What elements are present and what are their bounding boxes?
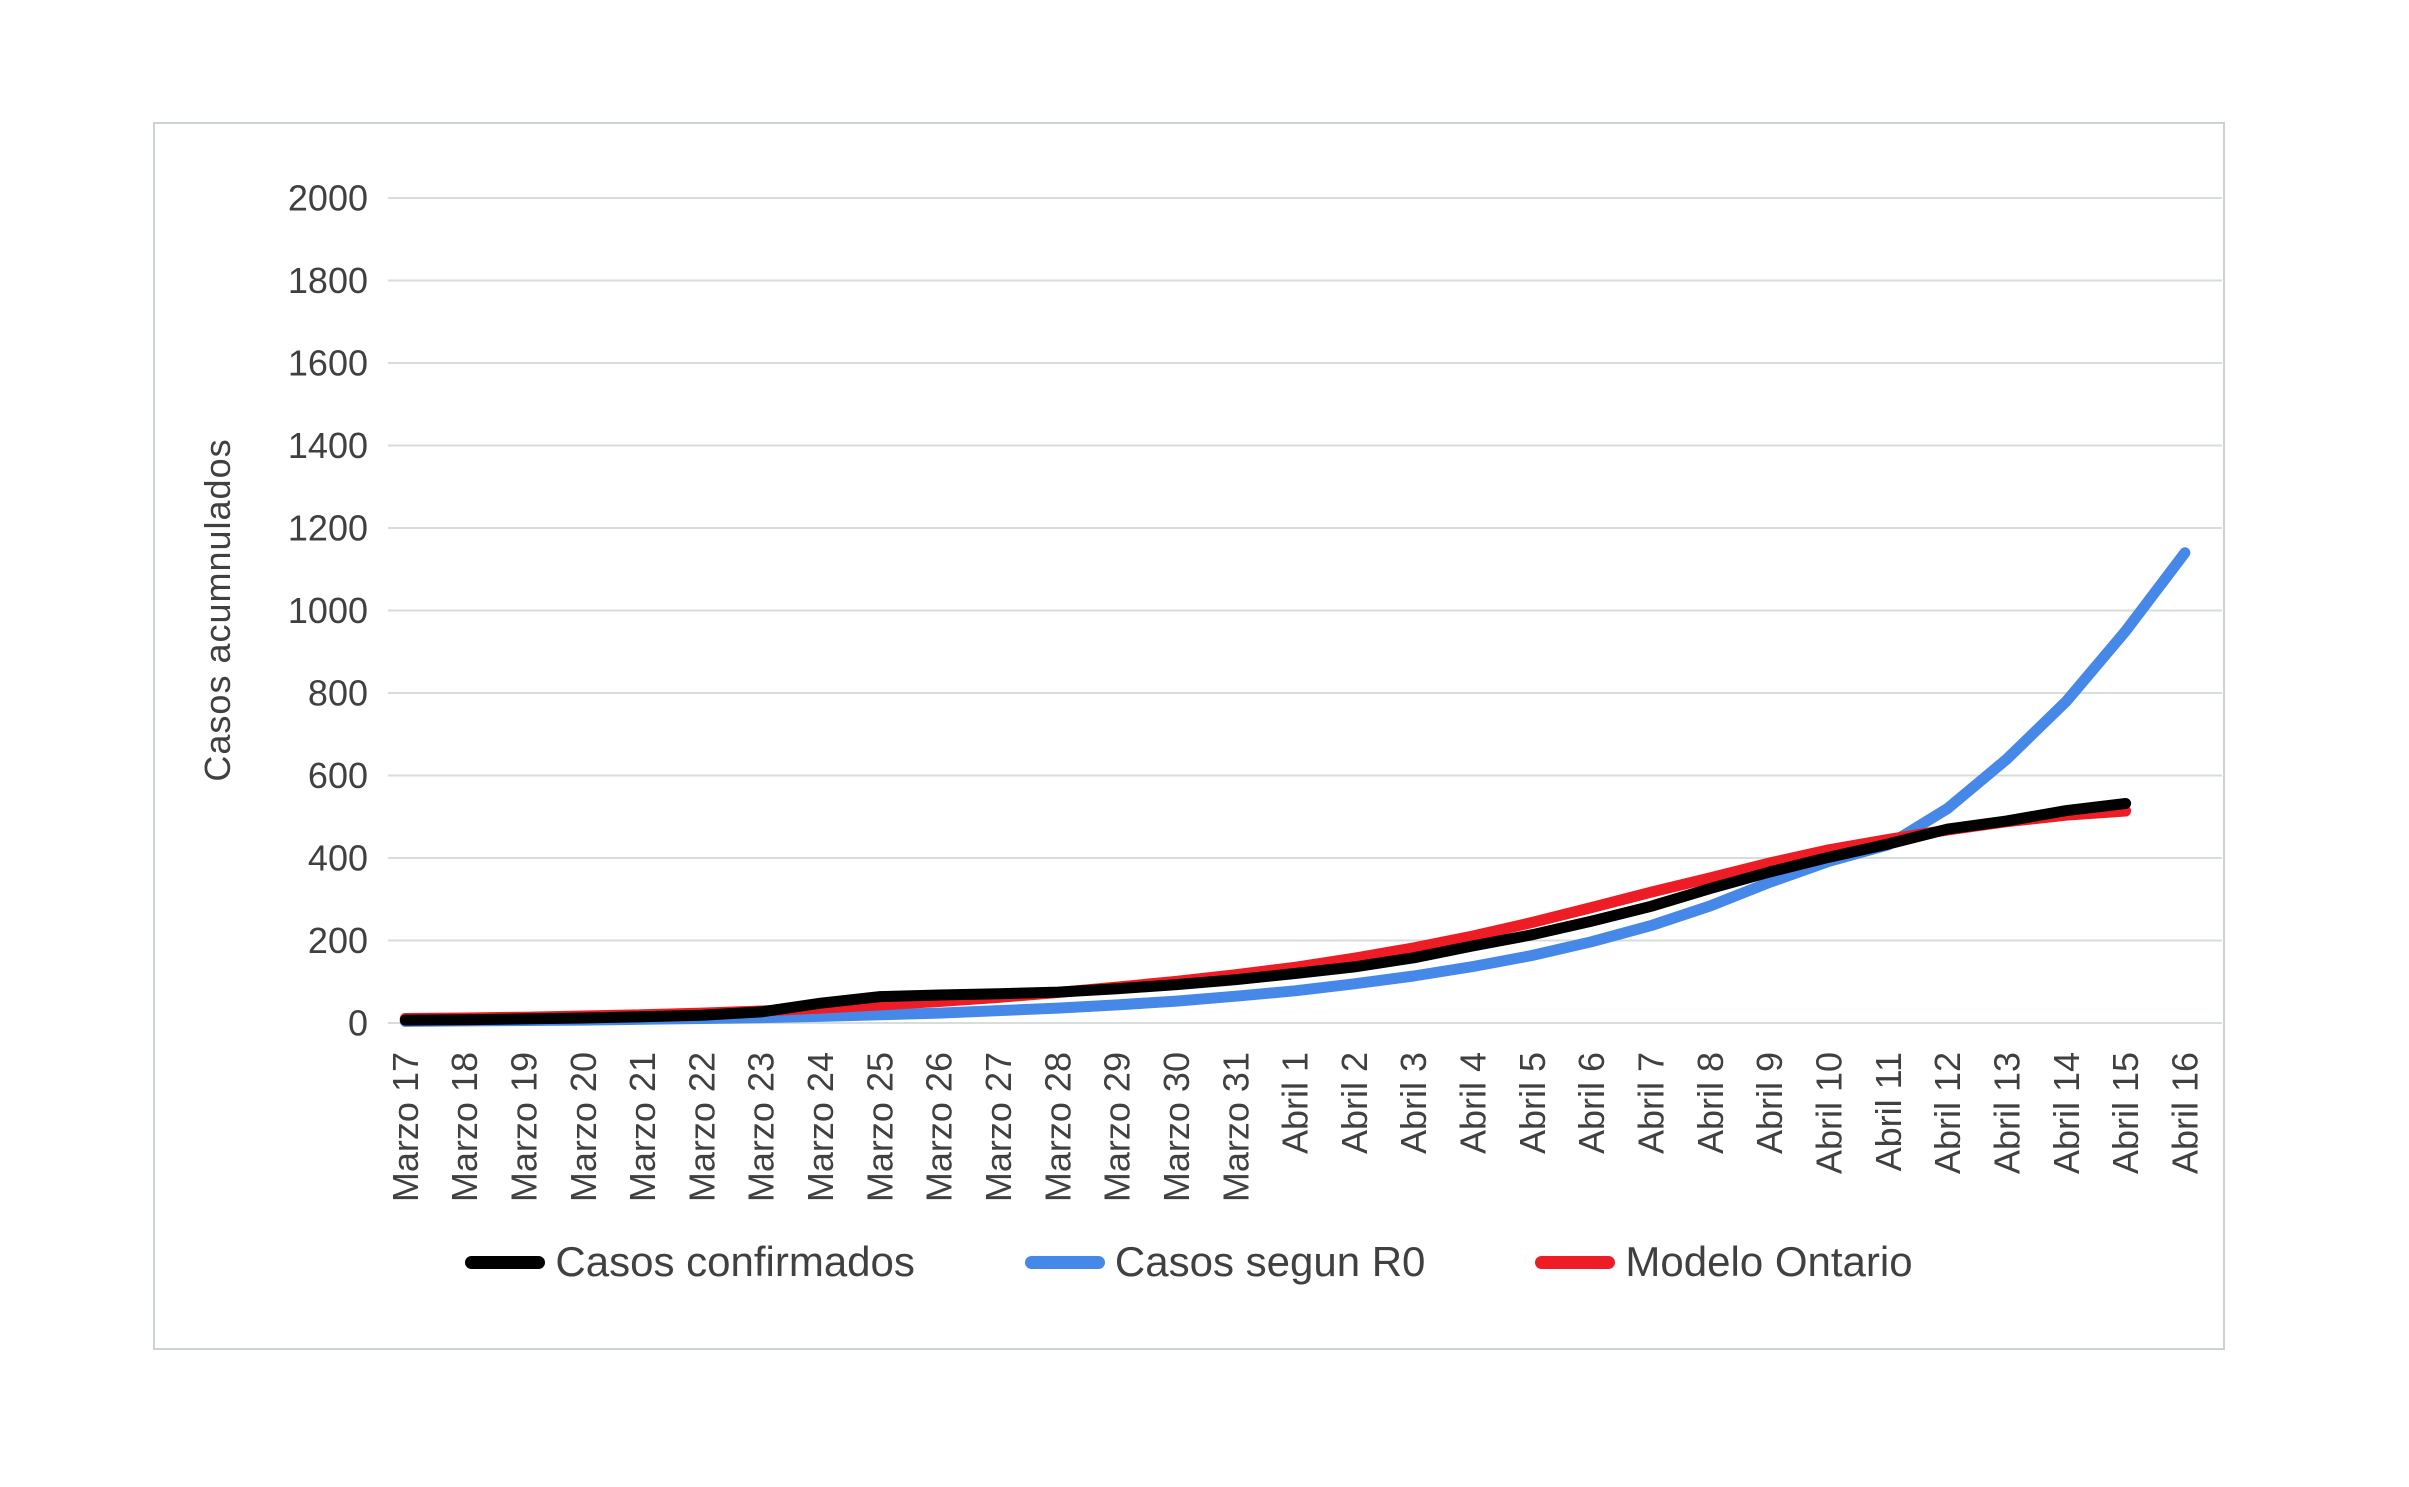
x-tick-label: Abril 14 (2046, 1052, 2087, 1174)
y-tick-label: 400 (308, 838, 368, 879)
y-tick-label: 2000 (288, 178, 368, 219)
legend: Casos confirmados Casos segun R0 Modelo … (153, 1238, 2225, 1286)
x-tick-label: Abril 9 (1749, 1052, 1790, 1154)
x-tick-label: Marzo 29 (1097, 1052, 1138, 1202)
legend-swatch-modelo-ontario (1535, 1255, 1616, 1269)
x-tick-label: Abril 2 (1334, 1052, 1375, 1154)
x-tick-label: Marzo 24 (800, 1052, 841, 1202)
x-tick-label: Marzo 18 (444, 1052, 485, 1202)
legend-swatch-casos-confirmados (465, 1255, 546, 1269)
gridlines: 0 200 400 600 800 1000 1200 1400 1600 1800 2000 (288, 178, 2222, 1044)
y-tick-label: 0 (348, 1003, 368, 1044)
x-tick-label: Abril 10 (1808, 1052, 1849, 1174)
x-tick-label: Abril 16 (2164, 1052, 2205, 1174)
y-tick-label: 1600 (288, 343, 368, 384)
x-tick-label: Abril 6 (1571, 1052, 1612, 1154)
x-tick-label: Marzo 25 (859, 1052, 900, 1202)
x-tick-label: Abril 7 (1631, 1052, 1672, 1154)
x-tick-label: Marzo 27 (978, 1052, 1019, 1202)
x-tick-label: Marzo 22 (681, 1052, 722, 1202)
x-tick-labels: Marzo 17 Marzo 18 Marzo 19 Marzo 20 Marzo 21… (385, 1052, 2206, 1202)
y-tick-label: 1200 (288, 508, 368, 549)
chart-panel (153, 122, 2225, 1350)
x-tick-label: Marzo 21 (622, 1052, 663, 1202)
x-tick-label: Abril 5 (1512, 1052, 1553, 1154)
legend-item-casos-confirmados: Casos confirmados (465, 1238, 915, 1286)
legend-label: Casos segun R0 (1114, 1238, 1426, 1285)
x-tick-label: Marzo 26 (919, 1052, 960, 1202)
y-tick-label: 1400 (288, 425, 368, 466)
x-tick-label: Abril 12 (1927, 1052, 1968, 1174)
x-tick-label: Marzo 31 (1215, 1052, 1256, 1202)
legend-swatch-casos-segun-r0 (1024, 1255, 1105, 1269)
x-tick-label: Abril 11 (1868, 1052, 1909, 1171)
series-line-modelo-ontario (399, 805, 2132, 1024)
legend-item-casos-segun-r0: Casos segun R0 (1024, 1238, 1426, 1286)
x-tick-label: Marzo 30 (1156, 1052, 1197, 1202)
x-tick-label: Abril 4 (1453, 1052, 1494, 1154)
x-tick-label: Abril 13 (1986, 1052, 2027, 1174)
legend-label: Modelo Ontario (1625, 1238, 1913, 1285)
legend-item-modelo-ontario: Modelo Ontario (1535, 1238, 1913, 1286)
x-tick-label: Abril 15 (2105, 1052, 2146, 1174)
series-line-casos-segun-r0 (399, 547, 2191, 1027)
x-tick-label: Abril 1 (1275, 1052, 1316, 1154)
x-tick-label: Abril 3 (1393, 1052, 1434, 1154)
x-tick-label: Marzo 19 (503, 1052, 544, 1202)
x-tick-label: Marzo 23 (741, 1052, 782, 1202)
y-tick-label: 200 (308, 920, 368, 961)
x-tick-label: Abril 8 (1690, 1052, 1731, 1154)
y-tick-label: 1000 (288, 590, 368, 631)
x-tick-label: Marzo 28 (1037, 1052, 1078, 1202)
y-tick-label: 600 (308, 755, 368, 796)
series-line-casos-confirmados (399, 798, 2132, 1026)
x-tick-label: Marzo 17 (385, 1052, 426, 1202)
legend-label: Casos confirmados (555, 1238, 915, 1285)
x-tick-label: Marzo 20 (563, 1052, 604, 1202)
y-tick-label: 800 (308, 673, 368, 714)
y-tick-label: 1800 (288, 260, 368, 301)
y-axis-title: Casos acumnulados (197, 438, 238, 782)
